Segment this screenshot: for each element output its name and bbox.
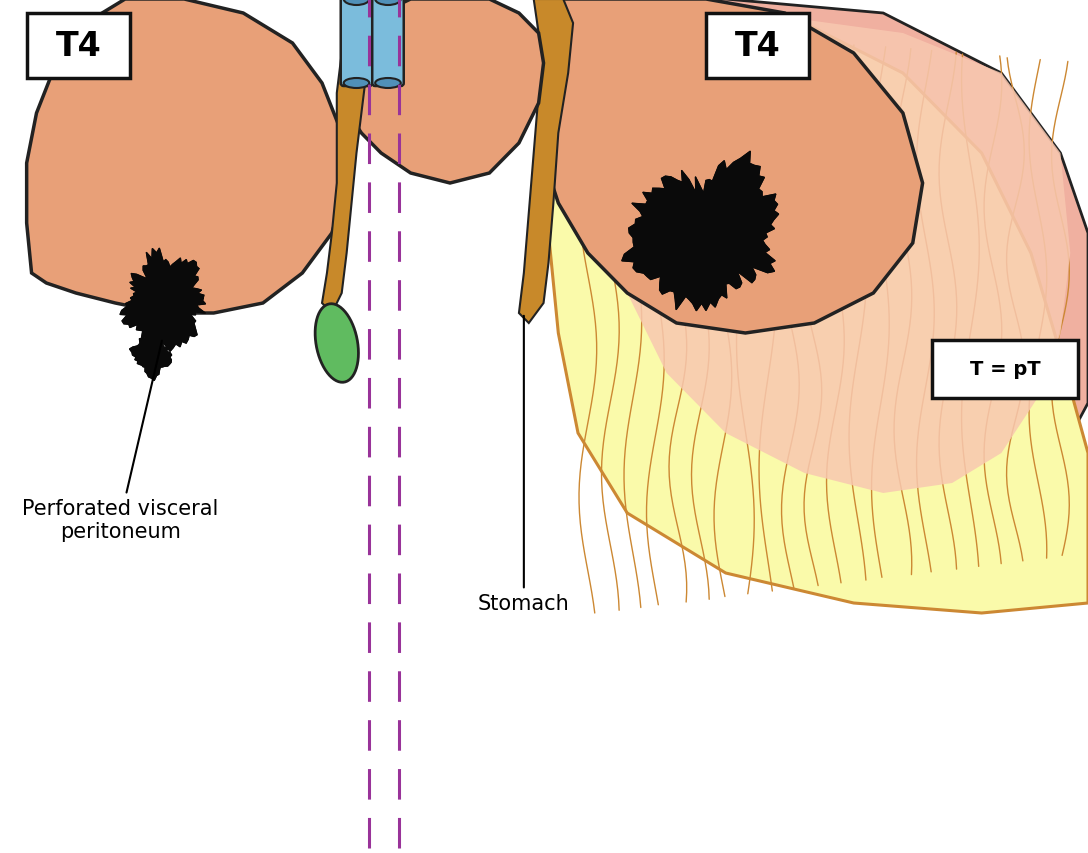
Polygon shape [519,0,573,323]
FancyBboxPatch shape [372,0,404,87]
Text: Perforated visceral
peritoneum: Perforated visceral peritoneum [22,341,219,542]
Polygon shape [129,331,172,381]
Polygon shape [558,14,1071,493]
Ellipse shape [375,79,400,89]
Polygon shape [27,0,347,314]
Text: T4: T4 [734,30,780,63]
FancyBboxPatch shape [27,14,131,79]
Polygon shape [342,0,544,183]
Polygon shape [558,0,1088,554]
FancyBboxPatch shape [341,0,372,87]
FancyBboxPatch shape [932,340,1078,398]
FancyBboxPatch shape [706,14,809,79]
Text: T4: T4 [55,30,101,63]
Polygon shape [539,0,923,334]
Polygon shape [622,152,779,311]
Text: Stomach: Stomach [478,316,570,613]
Ellipse shape [375,0,400,6]
Text: T = pT: T = pT [970,360,1040,379]
Polygon shape [120,249,206,352]
Ellipse shape [344,0,369,6]
Ellipse shape [344,79,369,89]
Polygon shape [316,305,358,383]
Polygon shape [322,0,376,314]
Polygon shape [548,0,1088,613]
